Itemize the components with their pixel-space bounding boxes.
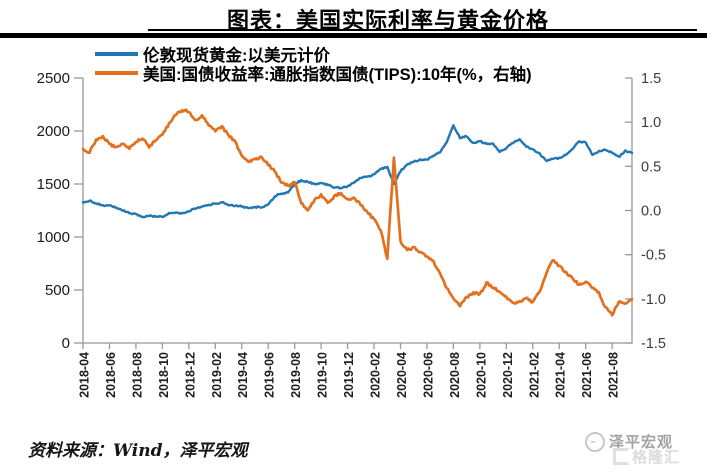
- x-tick-label: 2019-02: [210, 352, 224, 398]
- right-axis: 1.5 1.0 0.5 0.0 -0.5 -1.0 -1.5: [625, 71, 666, 352]
- gold-price-line: [81, 124, 634, 219]
- brand-name: 泽平宏观: [609, 434, 674, 451]
- left-tick-label: 2500: [37, 70, 70, 87]
- tips-line-swatch-icon: [95, 70, 138, 75]
- x-tick-label: 2019-10: [316, 352, 330, 398]
- left-tick-label: 1000: [37, 229, 70, 246]
- x-tick-label: 2019-06: [263, 352, 277, 398]
- x-tick-label: 2019-08: [289, 352, 303, 398]
- brand-row: 泽平宏观: [585, 431, 673, 452]
- x-tick-label: 2020-02: [369, 352, 383, 398]
- right-tick-label: -1.0: [641, 292, 666, 308]
- x-tick-label: 2018-08: [130, 352, 144, 398]
- right-tick-label: 0.0: [641, 204, 661, 220]
- left-tick-label: 0: [62, 335, 70, 352]
- left-tick-label: 2000: [37, 123, 70, 140]
- x-tick-label: 2018-12: [183, 352, 197, 398]
- line-chart: 0 500 1000 1500 2000 2500 1.5 1.0 0.5 0.0 -0.5 -1.0…: [37, 70, 666, 398]
- x-tick-label: 2020-12: [501, 352, 515, 398]
- brand-watermark: 泽平宏观 格隆汇: [585, 428, 703, 474]
- source-note: 资料来源：Wind，泽平宏观: [28, 441, 248, 461]
- axes: [82, 78, 633, 344]
- legend-label-gold: 伦敦现货黄金:以美元计价: [143, 46, 330, 65]
- left-tick-label: 1500: [37, 176, 70, 193]
- header-divider-bar: [0, 33, 707, 38]
- x-tick-label: 2019-04: [236, 352, 250, 398]
- x-tick-label: 2021-06: [580, 352, 594, 398]
- right-tick-label: -1.5: [641, 336, 666, 352]
- tips-yield-line: [81, 108, 634, 317]
- gold-line-swatch-icon: [95, 51, 138, 56]
- right-tick-label: 1.5: [641, 71, 661, 87]
- title-underline: [148, 29, 697, 31]
- x-tick-label: 2020-10: [474, 352, 488, 398]
- legend-item-gold: 伦敦现货黄金:以美元计价: [95, 44, 532, 65]
- x-tick-label: 2020-06: [421, 352, 435, 398]
- chart-legend: 伦敦现货黄金:以美元计价 美国:国债收益率:通胀指数国债(TIPS):10年(%…: [95, 44, 532, 84]
- page-title: 图表：美国实际利率与黄金价格: [226, 8, 549, 33]
- gelonghui-logo-icon: [613, 448, 630, 465]
- x-tick-label: 2021-08: [607, 352, 621, 398]
- legend-item-tips: 美国:国债收益率:通胀指数国债(TIPS):10年(%，右轴): [95, 63, 532, 84]
- zeping-logo-icon: [585, 431, 605, 452]
- x-tick-label: 2021-04: [554, 352, 568, 398]
- x-axis: 2018-04 2018-06 2018-08 2018-10 2018-12 2019-…: [78, 343, 621, 398]
- x-tick-label: 2020-08: [448, 352, 462, 398]
- left-axis: 0 500 1000 1500 2000 2500: [37, 70, 83, 352]
- right-tick-label: -0.5: [641, 248, 666, 264]
- site-watermark: 格隆汇: [613, 446, 680, 467]
- right-tick-label: 1.0: [641, 115, 661, 131]
- x-tick-label: 2020-04: [395, 352, 409, 398]
- left-tick-label: 500: [45, 282, 70, 299]
- x-tick-label: 2018-10: [157, 352, 171, 398]
- x-tick-label: 2018-06: [104, 352, 118, 398]
- chart-plot: 0 500 1000 1500 2000 2500 1.5 1.0 0.5 0.0 -0.5 -1.0…: [37, 70, 666, 398]
- legend-label-tips: 美国:国债收益率:通胀指数国债(TIPS):10年(%，右轴): [143, 65, 532, 84]
- right-tick-label: 0.5: [641, 159, 661, 175]
- x-tick-label: 2019-12: [342, 352, 356, 398]
- x-tick-label: 2018-04: [78, 352, 92, 398]
- site-name: 格隆汇: [632, 449, 681, 466]
- x-tick-label: 2021-02: [527, 352, 541, 398]
